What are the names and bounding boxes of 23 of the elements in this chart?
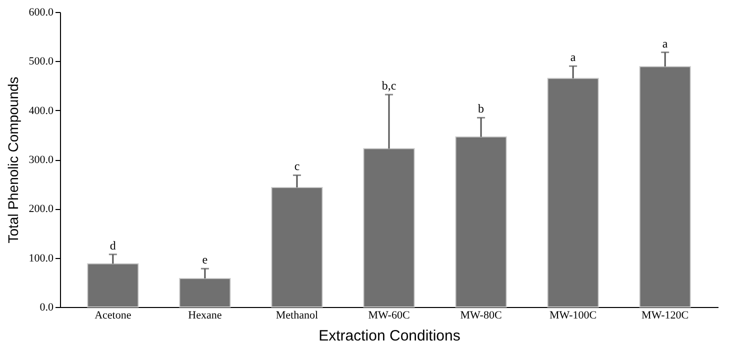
x-tick-label: MW-60C [368, 310, 410, 322]
x-tick-label: MW-120C [642, 310, 689, 322]
x-tick-label: Acetone [94, 310, 132, 322]
x-tick-label: MW-100C [550, 310, 597, 322]
x-tick-label: Hexane [188, 310, 222, 322]
annotation: b,c [382, 78, 396, 93]
x-tick-label: MW-80C [460, 310, 502, 322]
annotation: c [294, 159, 300, 174]
annotation: a [662, 36, 668, 50]
y-tick-label: 0.0 [40, 302, 54, 314]
annotation: d [110, 238, 116, 252]
y-tick-label: 100.0 [28, 252, 54, 264]
x-tick-label: Methanol [276, 310, 318, 322]
annotation: e [202, 252, 208, 267]
y-tick-label: 300.0 [28, 154, 54, 166]
y-tick-label: 500.0 [28, 56, 54, 68]
annotation: b [478, 102, 484, 116]
y-tick-label: 600.0 [28, 6, 54, 18]
x-axis-title: Extraction Conditions [318, 328, 460, 344]
y-tick-label: 200.0 [28, 203, 54, 216]
annotation: a [570, 50, 576, 64]
y-tick-label: 400.0 [28, 104, 54, 117]
y-axis-title: Total Phenolic Compounds [4, 76, 21, 244]
